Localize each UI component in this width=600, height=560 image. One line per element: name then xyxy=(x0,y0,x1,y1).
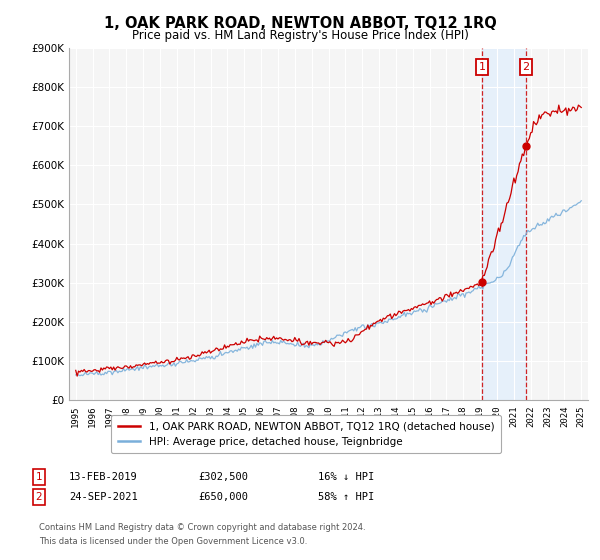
Text: 24-SEP-2021: 24-SEP-2021 xyxy=(69,492,138,502)
Text: 1: 1 xyxy=(35,472,43,482)
Text: 1: 1 xyxy=(479,62,485,72)
Text: 16% ↓ HPI: 16% ↓ HPI xyxy=(318,472,374,482)
Text: Contains HM Land Registry data © Crown copyright and database right 2024.: Contains HM Land Registry data © Crown c… xyxy=(39,523,365,532)
Text: £650,000: £650,000 xyxy=(198,492,248,502)
Text: 58% ↑ HPI: 58% ↑ HPI xyxy=(318,492,374,502)
Text: 2: 2 xyxy=(35,492,43,502)
Text: Price paid vs. HM Land Registry's House Price Index (HPI): Price paid vs. HM Land Registry's House … xyxy=(131,29,469,42)
Text: £302,500: £302,500 xyxy=(198,472,248,482)
Bar xyxy=(482,48,526,400)
Legend: 1, OAK PARK ROAD, NEWTON ABBOT, TQ12 1RQ (detached house), HPI: Average price, d: 1, OAK PARK ROAD, NEWTON ABBOT, TQ12 1RQ… xyxy=(112,415,500,453)
Text: 1, OAK PARK ROAD, NEWTON ABBOT, TQ12 1RQ: 1, OAK PARK ROAD, NEWTON ABBOT, TQ12 1RQ xyxy=(104,16,496,31)
Text: 2: 2 xyxy=(523,62,530,72)
Text: 13-FEB-2019: 13-FEB-2019 xyxy=(69,472,138,482)
Text: This data is licensed under the Open Government Licence v3.0.: This data is licensed under the Open Gov… xyxy=(39,537,307,546)
